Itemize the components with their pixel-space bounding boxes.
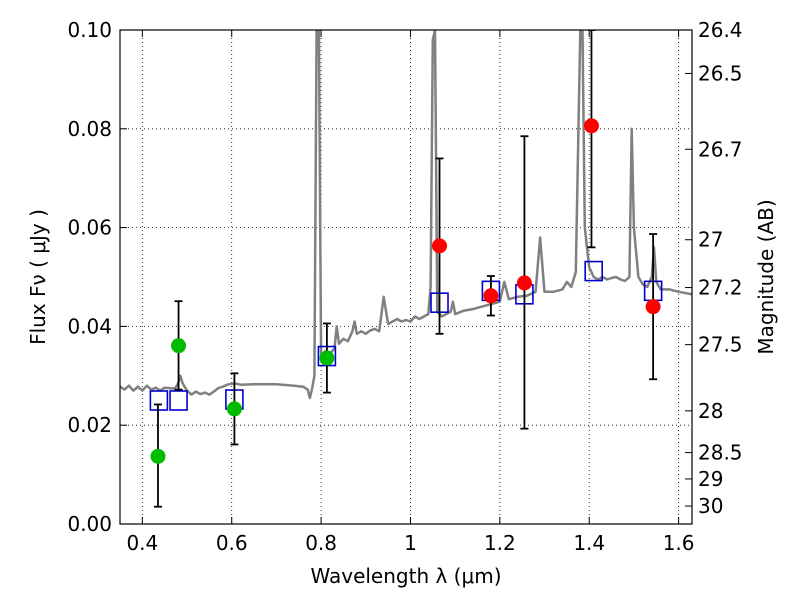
observed-flux-point	[226, 401, 242, 417]
y-tick-label: 0.02	[67, 413, 112, 437]
model-spectrum-line	[120, 30, 692, 400]
y2-tick-label: 26.4	[698, 18, 743, 42]
y2-tick-label: 27.2	[698, 276, 743, 300]
observed-flux-point	[483, 288, 499, 304]
observed-flux-point	[583, 118, 599, 134]
x-tick-label: 0.4	[126, 531, 158, 555]
y-tick-label: 0.08	[67, 117, 112, 141]
observed-flux-point	[432, 238, 448, 254]
observed-flux-point	[645, 299, 661, 315]
x-tick-label: 0.8	[305, 531, 337, 555]
y2-tick-label: 28	[698, 399, 723, 423]
x-tick-label: 1	[404, 531, 417, 555]
grid	[120, 29, 692, 525]
y2-tick-label: 27.5	[698, 333, 743, 357]
y2-tick-label: 26.7	[698, 137, 743, 161]
y-tick-label: 0.06	[67, 216, 112, 240]
x-axis-label: Wavelength λ (μm)	[310, 564, 501, 588]
model-photometry-square	[584, 260, 603, 282]
y2-axis-label: Magnitude (AB)	[754, 199, 778, 354]
y-tick-label: 0.10	[67, 18, 112, 42]
x-tick-label: 0.6	[216, 531, 248, 555]
y2-tick-label: 28.5	[698, 441, 743, 465]
y2-tick-label: 27	[698, 228, 723, 252]
y2-tick-label: 29	[698, 467, 723, 491]
x-tick-label: 1.6	[663, 531, 695, 555]
observed-flux-point	[516, 275, 532, 291]
plot-area	[120, 30, 692, 508]
y2-tick-label: 26.5	[698, 61, 743, 85]
y-axis-label: Flux Fν ( μJy )	[26, 209, 50, 345]
axis-ticks: 0.4 0.6 0.8 1 1.2 1.4 1.6 0.00 0.02 0.04 0.06 0.08 0…	[67, 18, 742, 555]
model-photometry-square	[169, 390, 188, 411]
y-tick-label: 0.00	[67, 512, 112, 536]
observed-flux-point	[150, 448, 166, 464]
x-tick-label: 1.2	[484, 531, 516, 555]
observed-flux-point	[171, 338, 187, 354]
y2-tick-label: 30	[698, 494, 723, 518]
y-tick-label: 0.04	[67, 314, 112, 338]
observed-flux-point	[319, 350, 335, 366]
plot-frame	[119, 29, 693, 525]
x-tick-label: 1.4	[573, 531, 605, 555]
